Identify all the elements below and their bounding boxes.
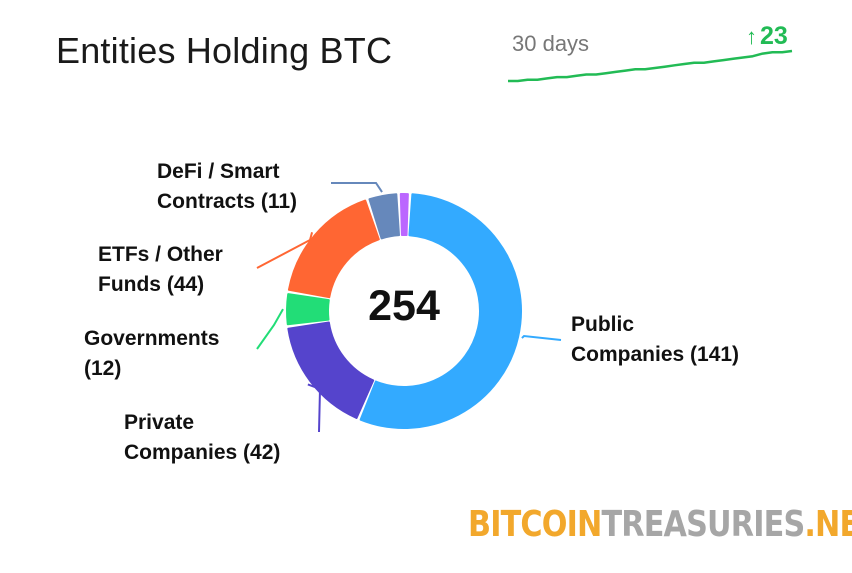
label-private-companies-line2: Companies (42) xyxy=(124,441,281,464)
slice-public-companies xyxy=(359,193,522,429)
label-governments-line2: (12) xyxy=(84,357,122,380)
slice-private-companies xyxy=(287,321,375,419)
label-etfs-other-funds-line1: ETFs / Other xyxy=(98,243,223,266)
sparkline-series-line xyxy=(508,49,793,83)
donut-total: 254 xyxy=(368,282,440,330)
label-etfs-other-funds-line2: Funds (44) xyxy=(98,273,205,296)
bitcointreasuries-logo: BITCOINTREASURIES.NET xyxy=(468,504,852,545)
leader-private-companies xyxy=(307,383,322,433)
label-defi-smart-contracts-line1: DeFi / Smart xyxy=(157,160,280,183)
sparkline-period-label: 30 days xyxy=(512,31,590,56)
label-defi-smart-contracts-line2: Contracts (11) xyxy=(157,190,298,213)
label-public-companies-line2: Companies (141) xyxy=(571,343,740,366)
sparkline-delta-value: 23 xyxy=(760,22,788,50)
leader-etfs-other-funds xyxy=(256,232,314,269)
slice-other xyxy=(399,193,409,237)
leader-defi-smart-contracts xyxy=(331,182,383,193)
logo-part-net: .NET xyxy=(804,504,852,545)
sparkline-delta: ↑ 23 xyxy=(746,22,788,51)
slice-defi-smart-contracts xyxy=(368,193,401,240)
logo-part-bitcoin: BITCOIN xyxy=(468,504,602,545)
leader-governments xyxy=(256,308,284,350)
slice-etfs-other-funds xyxy=(287,199,380,299)
sparkline xyxy=(508,49,793,83)
label-public-companies: Public Companies (141) xyxy=(571,310,739,370)
slice-governments xyxy=(286,293,330,326)
label-private-companies: Private Companies (42) xyxy=(124,408,280,468)
logo-part-treasuries: TREASURIES xyxy=(601,504,806,545)
label-governments-line1: Governments xyxy=(84,327,220,350)
leader-public-companies xyxy=(521,334,562,341)
label-defi-smart-contracts: DeFi / Smart Contracts (11) xyxy=(157,157,297,217)
label-etfs-other-funds: ETFs / Other Funds (44) xyxy=(98,240,223,300)
label-governments: Governments (12) xyxy=(84,324,219,384)
chart-title: Entities Holding BTC xyxy=(56,30,393,71)
label-private-companies-line1: Private xyxy=(124,411,195,434)
label-public-companies-line1: Public xyxy=(571,313,635,336)
up-arrow-icon: ↑ xyxy=(746,24,757,49)
